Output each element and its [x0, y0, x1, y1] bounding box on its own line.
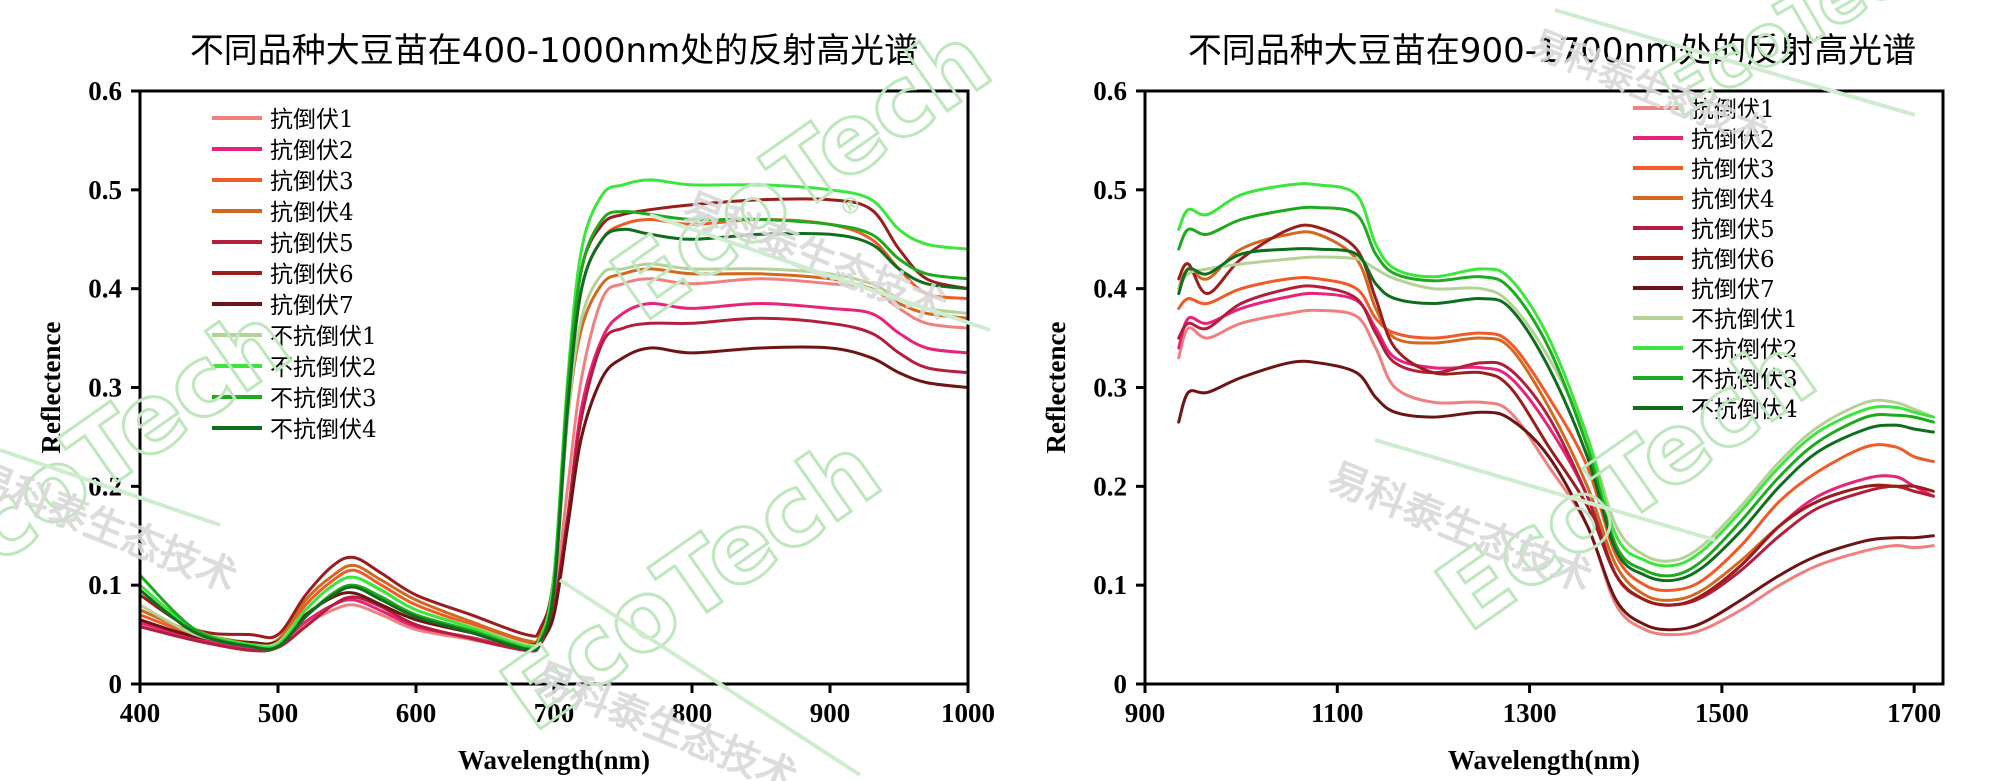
- legend-label-4: 抗倒伏4: [270, 200, 354, 226]
- y-tick-label-2: 0.1: [1093, 570, 1127, 600]
- series-line-3: [1177, 276, 1935, 592]
- watermark-stripe-4: [1374, 438, 1716, 542]
- series-line-6: [1177, 223, 1935, 607]
- x-axis-label: Wavelength(nm): [1448, 745, 1640, 775]
- x-tick-label-5: 1700: [1887, 698, 1941, 728]
- series-line-10: [1177, 205, 1935, 578]
- x-tick-label-1: 900: [1125, 698, 1166, 728]
- x-axis-label: Wavelength(nm): [458, 745, 650, 775]
- legend-label-2: 抗倒伏2: [270, 138, 354, 164]
- x-tick-label-7: 1000: [941, 698, 995, 728]
- chart-panel-swir: 不同品种大豆苗在900-1700nm处的反射高光谱 900 1100 1300 1500…: [995, 0, 1989, 781]
- x-tick-label-3: 600: [396, 698, 437, 728]
- watermark-stripe-2: [0, 448, 221, 527]
- series-lines: [140, 178, 968, 653]
- legend-label-5: 抗倒伏5: [1691, 217, 1775, 243]
- legend-label-11: 不抗倒伏4: [1691, 397, 1798, 423]
- legend: 抗倒伏1 抗倒伏2 抗倒伏3 抗倒伏4 抗倒伏5 抗倒伏6 抗倒伏7 不抗倒伏1 不抗倒伏2 不抗…: [1633, 97, 1798, 423]
- series-line-7: [1177, 359, 1935, 632]
- chart-title: 不同品种大豆苗在900-1700nm处的反射高光谱: [1188, 31, 1916, 71]
- series-line-9: [1177, 182, 1935, 568]
- y-tick-label-2: 0.1: [88, 570, 122, 600]
- y-tick-label-7: 0.6: [1093, 76, 1127, 106]
- y-tick-label-5: 0.4: [1093, 274, 1127, 304]
- legend-label-7: 抗倒伏7: [270, 293, 354, 319]
- y-tick-label-5: 0.4: [88, 274, 122, 304]
- chart-panel-vnir: 不同品种大豆苗在400-1000nm处的反射高光谱 400 500 600 700 800…: [0, 2, 995, 781]
- series-line-11: [140, 227, 968, 653]
- legend-label-10: 不抗倒伏3: [1691, 367, 1798, 393]
- x-tick-label-5: 800: [672, 698, 713, 728]
- chart-vnir-svg: 不同品种大豆苗在400-1000nm处的反射高光谱 400 500 600 700 800…: [0, 2, 995, 781]
- watermark-stripe-5: [1554, 8, 1916, 117]
- series-line-11: [1177, 247, 1935, 583]
- x-tick-label-4: 700: [534, 698, 575, 728]
- y-tick-label-7: 0.6: [88, 76, 122, 106]
- legend-label-3: 抗倒伏3: [270, 169, 354, 195]
- y-axis-label: Reflectence: [1041, 322, 1071, 454]
- legend-label-6: 抗倒伏6: [1691, 247, 1775, 273]
- legend-label-9: 不抗倒伏2: [1691, 337, 1798, 363]
- watermark-stripe-1: [558, 578, 862, 777]
- legend-label-1: 抗倒伏1: [1691, 97, 1775, 123]
- x-tick-label-6: 900: [810, 698, 851, 728]
- y-tick-label-6: 0.5: [88, 175, 122, 205]
- legend-label-1: 抗倒伏1: [270, 107, 354, 133]
- y-tick-label-1: 0: [109, 669, 123, 699]
- legend-label-6: 抗倒伏6: [270, 262, 354, 288]
- watermark-stripe-3: [649, 213, 991, 332]
- legend-label-7: 抗倒伏7: [1691, 277, 1775, 303]
- x-tick-label-2: 1100: [1311, 698, 1364, 728]
- y-axis-label: Reflectence: [36, 322, 66, 454]
- y-tick-label-1: 0: [1114, 669, 1128, 699]
- x-tick-label-4: 1500: [1695, 698, 1749, 728]
- legend-label-9: 不抗倒伏2: [270, 355, 377, 381]
- series-line-5: [1177, 284, 1935, 607]
- legend-label-8: 不抗倒伏1: [270, 324, 377, 350]
- y-tick-label-3: 0.2: [1093, 471, 1127, 501]
- series-line-2: [1177, 291, 1935, 607]
- legend-label-5: 抗倒伏5: [270, 231, 354, 257]
- legend: 抗倒伏1 抗倒伏2 抗倒伏3 抗倒伏4 抗倒伏5 抗倒伏6 抗倒伏7 不抗倒伏1 不抗倒伏2 不抗…: [212, 107, 377, 443]
- chart-swir-svg: 不同品种大豆苗在900-1700nm处的反射高光谱 900 1100 1300 1500…: [1041, 0, 1961, 775]
- y-tick-label-4: 0.3: [1093, 373, 1127, 403]
- legend-label-4: 抗倒伏4: [1691, 187, 1775, 213]
- legend-label-11: 不抗倒伏4: [270, 417, 377, 443]
- x-tick-label-3: 1300: [1503, 698, 1557, 728]
- x-tick-label-1: 400: [120, 698, 161, 728]
- legend-label-2: 抗倒伏2: [1691, 127, 1775, 153]
- series-line-1: [1177, 308, 1935, 637]
- y-tick-label-4: 0.3: [88, 373, 122, 403]
- legend-label-3: 抗倒伏3: [1691, 157, 1775, 183]
- legend-label-8: 不抗倒伏1: [1691, 307, 1798, 333]
- series-line-8: [1177, 255, 1935, 563]
- y-tick-label-6: 0.5: [1093, 175, 1127, 205]
- x-tick-label-2: 500: [258, 698, 299, 728]
- series-lines: [1177, 182, 1935, 637]
- legend-label-10: 不抗倒伏3: [270, 386, 377, 412]
- chart-title: 不同品种大豆苗在400-1000nm处的反射高光谱: [190, 31, 918, 71]
